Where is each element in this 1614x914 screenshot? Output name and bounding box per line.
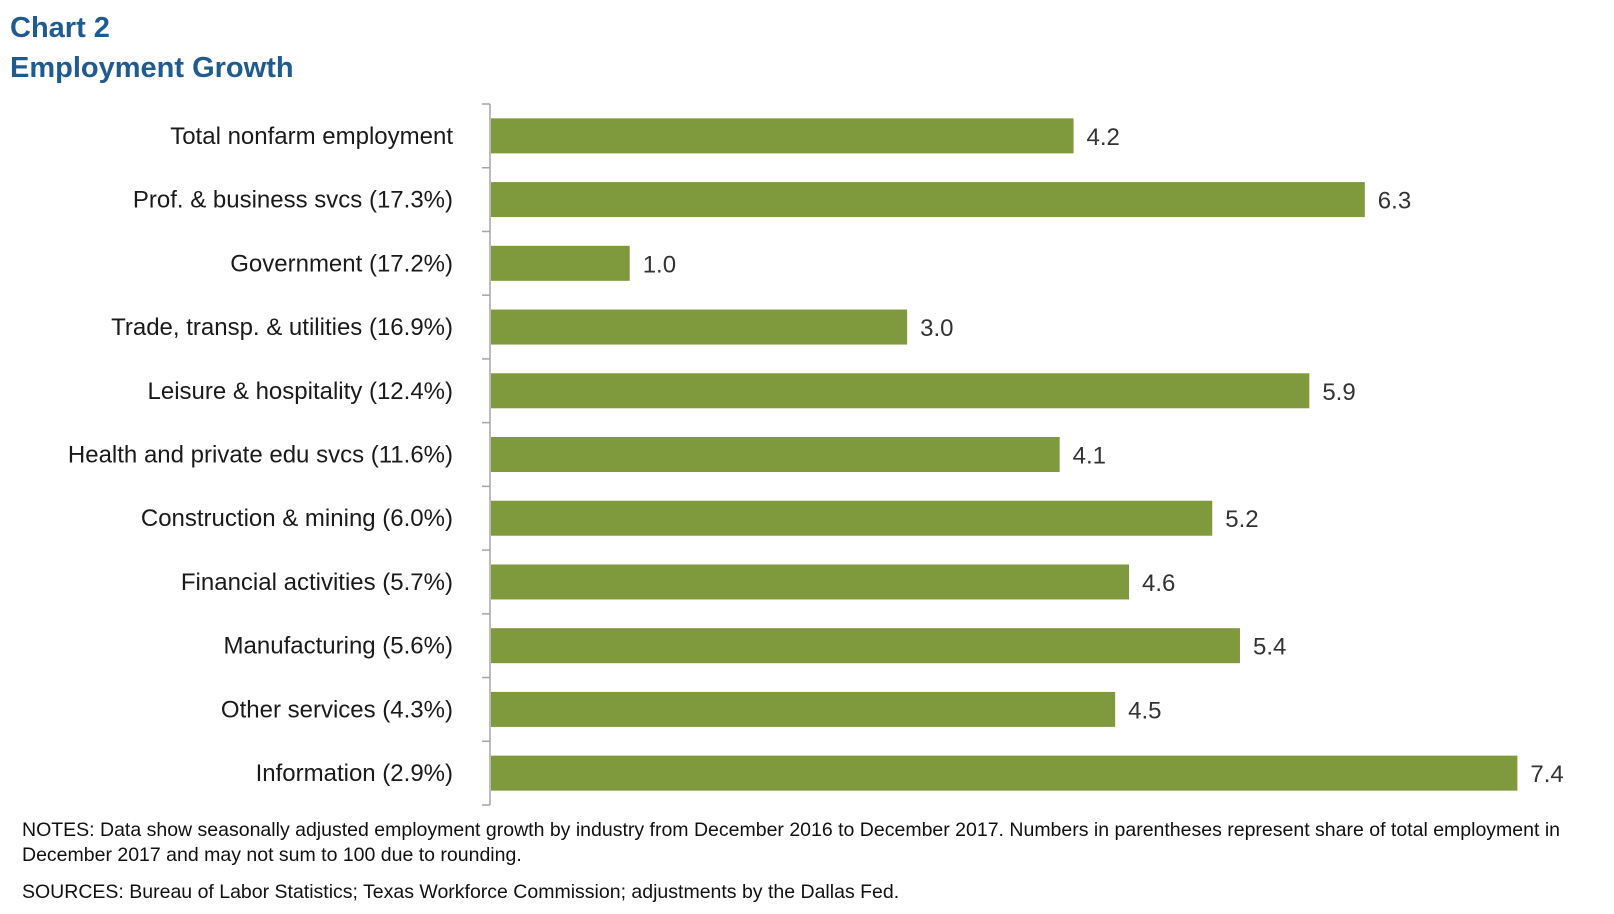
bar	[491, 373, 1310, 409]
category-label: Leisure & hospitality (12.4%)	[148, 378, 453, 405]
chart-title: Employment Growth	[10, 52, 294, 84]
category-label: Government (17.2%)	[230, 250, 453, 277]
category-label: Construction & mining (6.0%)	[141, 505, 453, 532]
bar	[491, 309, 908, 345]
data-label: 4.5	[1128, 697, 1161, 724]
bar	[491, 755, 1518, 791]
chart-number-label: Chart 2	[10, 12, 110, 44]
bar	[491, 500, 1213, 536]
category-label: Total nonfarm employment	[170, 123, 453, 150]
category-label: Trade, transp. & utilities (16.9%)	[111, 314, 453, 341]
bar	[491, 182, 1365, 218]
chart-notes: NOTES: Data show seasonally adjusted emp…	[22, 819, 1561, 866]
data-label: 4.2	[1087, 124, 1120, 151]
data-label: 5.9	[1322, 379, 1355, 406]
bar	[491, 118, 1074, 154]
data-label: 6.3	[1378, 188, 1411, 215]
bar	[491, 437, 1060, 472]
category-label: Health and private edu svcs (11.6%)	[68, 442, 453, 469]
chart-sources: SOURCES: Bureau of Labor Statistics; Tex…	[22, 881, 900, 903]
category-label: Financial activities (5.7%)	[181, 569, 453, 596]
data-label: 4.1	[1073, 443, 1106, 470]
bar	[491, 628, 1240, 664]
data-label: 5.4	[1253, 634, 1286, 661]
data-label: 4.6	[1142, 570, 1175, 597]
chart-title-block: Chart 2 Employment Growth	[10, 8, 294, 88]
category-label: Information (2.9%)	[256, 760, 453, 787]
bar	[491, 564, 1130, 600]
data-label: 3.0	[920, 315, 953, 342]
category-label: Manufacturing (5.6%)	[224, 633, 453, 660]
category-label: Other services (4.3%)	[221, 696, 453, 723]
bar	[491, 691, 1116, 727]
bar	[491, 245, 630, 281]
data-label: 5.2	[1225, 506, 1258, 533]
category-label: Prof. & business svcs (17.3%)	[133, 187, 453, 214]
data-label: 1.0	[643, 251, 676, 278]
data-label: 7.4	[1530, 761, 1563, 788]
